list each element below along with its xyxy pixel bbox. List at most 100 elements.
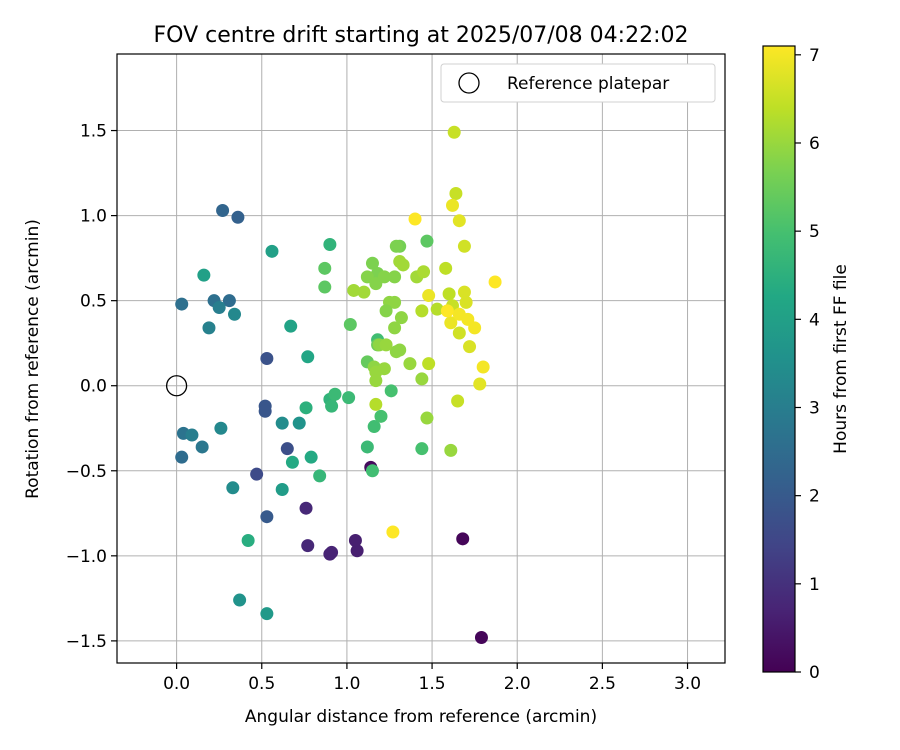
data-point (348, 534, 362, 548)
data-point (456, 532, 470, 546)
data-point (374, 409, 388, 423)
data-point (357, 285, 371, 299)
data-point (275, 416, 289, 430)
legend-label: Reference platepar (507, 74, 669, 94)
data-point (440, 304, 454, 318)
data-point (444, 316, 458, 330)
data-point (325, 399, 339, 413)
x-tick-label: 2.0 (504, 674, 531, 694)
data-point (301, 539, 315, 553)
data-point (299, 401, 313, 415)
colorbar-tick-label: 5 (809, 222, 820, 242)
data-point (420, 411, 434, 425)
data-point (420, 234, 434, 248)
data-point (457, 285, 471, 299)
data-point (258, 404, 272, 418)
plot-points (165, 125, 502, 644)
data-point (388, 270, 402, 284)
data-point (446, 198, 460, 212)
data-point (250, 467, 264, 481)
data-point (384, 384, 398, 398)
y-tick-label: 1.5 (80, 122, 107, 142)
reference-platepar-marker (165, 375, 188, 397)
data-point (474, 630, 488, 644)
data-point (449, 186, 463, 200)
data-point (212, 300, 226, 314)
data-point (377, 270, 391, 284)
data-point (185, 428, 199, 442)
data-point (195, 440, 209, 454)
data-point (318, 280, 332, 294)
y-axis-label: Rotation from reference (arcmin) (23, 219, 43, 499)
data-point (447, 125, 461, 139)
data-point (386, 525, 400, 539)
data-point (343, 317, 357, 331)
data-point (292, 416, 306, 430)
data-point (214, 421, 228, 435)
colorbar-tick-label: 7 (809, 46, 820, 66)
data-point (367, 420, 381, 434)
y-tick-label: −1.0 (66, 547, 107, 567)
chart-title: FOV centre drift starting at 2025/07/08 … (154, 23, 689, 48)
data-point (260, 352, 274, 365)
colorbar: 0 1 2 3 4 5 6 7 Hours from first FF file (762, 45, 851, 683)
x-tick-label: 2.5 (589, 674, 616, 694)
data-point (369, 397, 383, 411)
x-tick-label: 0.5 (248, 674, 275, 694)
data-point (260, 607, 274, 621)
data-point (452, 326, 466, 340)
data-point (415, 372, 429, 386)
data-point (468, 321, 482, 335)
data-point (216, 204, 230, 218)
data-point (347, 283, 361, 297)
data-point (350, 544, 364, 558)
data-point (226, 481, 240, 495)
data-point (228, 307, 242, 321)
data-point (222, 294, 236, 308)
data-point (473, 377, 487, 391)
data-point (175, 450, 189, 464)
data-point (360, 440, 374, 454)
data-point (365, 464, 379, 478)
data-point (313, 469, 327, 483)
y-tick-label: 1.0 (80, 207, 107, 227)
data-point (422, 357, 436, 371)
data-point (457, 239, 471, 253)
data-point (459, 295, 473, 309)
data-point (328, 387, 342, 401)
x-tick-label: 3.0 (674, 674, 701, 694)
data-point (197, 268, 211, 282)
data-point (175, 297, 189, 311)
data-point (452, 214, 466, 228)
data-point (451, 394, 465, 408)
colorbar-ticks: 0 1 2 3 4 5 6 7 (795, 46, 820, 683)
data-point (241, 534, 255, 548)
colorbar-tick-label: 3 (809, 398, 820, 418)
x-tick-label: 1.0 (333, 674, 360, 694)
data-point (444, 443, 458, 457)
data-point (388, 321, 402, 335)
plot-frame (116, 53, 726, 664)
data-point (260, 510, 274, 524)
data-point (379, 338, 393, 352)
data-point (442, 287, 456, 301)
data-point (430, 302, 444, 316)
data-point (389, 345, 403, 359)
data-point (280, 442, 294, 456)
data-point (231, 210, 245, 224)
colorbar-label: Hours from first FF file (831, 264, 851, 454)
x-tick-label: 1.5 (419, 674, 446, 694)
x-axis-label: Angular distance from reference (arcmin) (245, 707, 597, 727)
colorbar-tick-label: 6 (809, 134, 820, 154)
data-point (379, 304, 393, 318)
data-point (285, 455, 299, 469)
data-point (284, 319, 298, 333)
x-tick-label: 0.0 (163, 674, 190, 694)
data-point (439, 261, 453, 275)
colorbar-tick-label: 1 (809, 575, 820, 595)
data-point (408, 212, 422, 226)
data-point (415, 304, 429, 318)
data-point (265, 244, 279, 258)
data-point (389, 239, 403, 253)
